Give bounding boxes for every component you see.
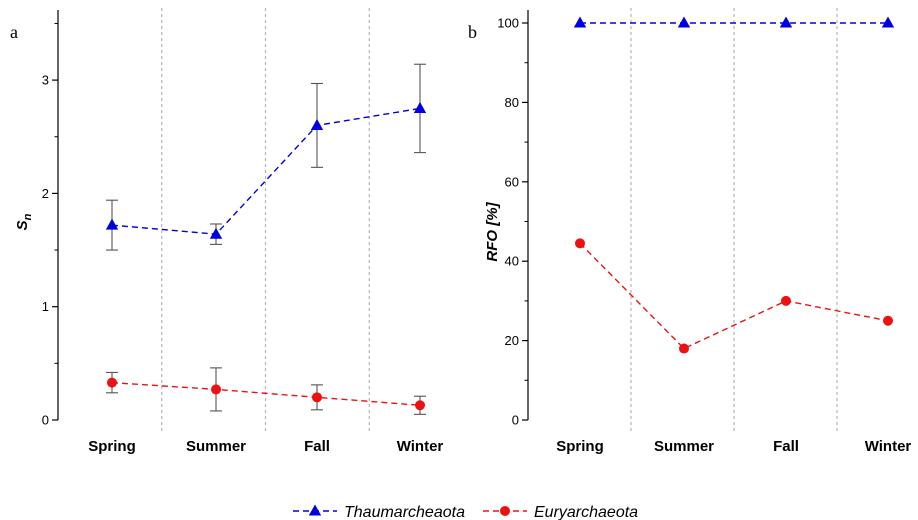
y-tick-label: 80 (505, 95, 519, 110)
y-tick-label: 3 (42, 73, 49, 88)
triangle-marker (677, 16, 691, 28)
circle-marker (415, 400, 425, 411)
triangle-marker (779, 16, 793, 28)
triangle-marker (310, 118, 324, 130)
legend: Thaumarcheaota Euryarchaeota (293, 504, 638, 520)
x-category-label: Summer (186, 438, 246, 455)
y-tick-label: 0 (512, 413, 519, 428)
x-category-label: Winter (397, 438, 444, 455)
panel-a: a 0 1 2 3 Sn Spring Summer Fall Winter (10, 8, 443, 455)
series-line-euryarchaeota (579, 242, 889, 350)
circle-marker (781, 295, 791, 306)
panel-b: b 0 20 40 60 80 100 RFO [%] Spring Summer Fall Wint… (468, 8, 911, 455)
triangle-marker (413, 101, 427, 113)
circle-marker (211, 384, 221, 395)
y-axis-label: RFO [%] (484, 201, 501, 261)
x-category-label: Fall (773, 438, 799, 455)
legend-label-thaumarcheaota: Thaumarcheaota (344, 504, 465, 520)
triangle-marker (881, 16, 895, 28)
legend-circle-marker (500, 506, 510, 516)
triangle-marker (573, 16, 587, 28)
y-tick-label: 40 (505, 254, 519, 269)
circle-marker (679, 343, 689, 354)
y-tick-label: 100 (497, 16, 519, 31)
y-tick-label: 2 (42, 186, 49, 201)
y-axis-label: Sn (14, 213, 34, 230)
panel-letter: b (468, 22, 477, 42)
circle-marker (107, 377, 117, 388)
x-category-label: Spring (556, 438, 604, 455)
y-axis-label-subscript: n (22, 213, 34, 220)
y-tick-label: 1 (42, 299, 49, 314)
legend-triangle-marker (308, 504, 322, 516)
legend-label-euryarchaeota: Euryarchaeota (534, 504, 638, 520)
y-axis-label-main: S (14, 220, 31, 230)
x-category-label: Spring (88, 438, 136, 455)
x-category-label: Summer (654, 438, 714, 455)
panel-letter: a (10, 22, 18, 42)
x-category-label: Winter (865, 438, 912, 455)
series-line-thaumarcheaota (111, 107, 421, 235)
y-tick-label: 60 (505, 174, 519, 189)
circle-marker (575, 238, 585, 249)
triangle-marker (209, 227, 223, 239)
circle-marker (883, 315, 893, 326)
x-category-label: Fall (304, 438, 330, 455)
y-tick-label: 20 (505, 333, 519, 348)
series-line-euryarchaeota (111, 381, 421, 406)
y-tick-label: 0 (42, 413, 49, 428)
triangle-marker (105, 218, 119, 230)
circle-marker (312, 392, 322, 403)
